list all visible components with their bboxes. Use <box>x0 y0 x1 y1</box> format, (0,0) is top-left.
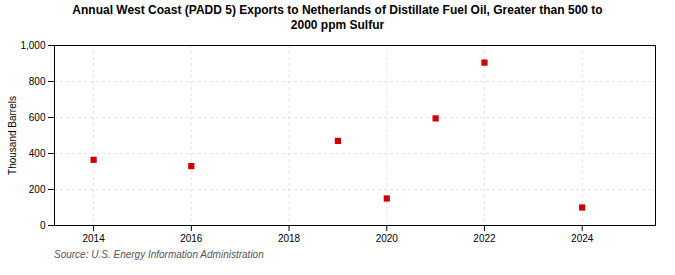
svg-text:2014: 2014 <box>82 233 105 244</box>
html-text:Annual West Coast (PADD 5) Exp: Annual West Coast (PADD 5) Exports to Ne… <box>72 3 603 32</box>
svg-text:2018: 2018 <box>278 233 301 244</box>
svg-text:600: 600 <box>29 112 46 123</box>
svg-text:Thousand Barrels: Thousand Barrels <box>7 96 18 175</box>
html-text:Source: U.S. Energy Informatio: Source: U.S. Energy Information Administ… <box>54 249 264 260</box>
svg-text:2020: 2020 <box>376 233 399 244</box>
svg-text:0: 0 <box>40 220 46 231</box>
svg-text:1,000: 1,000 <box>20 40 45 51</box>
svg-text:400: 400 <box>29 148 46 159</box>
svg-text:2016: 2016 <box>180 233 203 244</box>
svg-text:800: 800 <box>29 76 46 87</box>
svg-text:2022: 2022 <box>473 233 496 244</box>
svg-text:200: 200 <box>29 184 46 195</box>
svg-text:2024: 2024 <box>571 233 594 244</box>
